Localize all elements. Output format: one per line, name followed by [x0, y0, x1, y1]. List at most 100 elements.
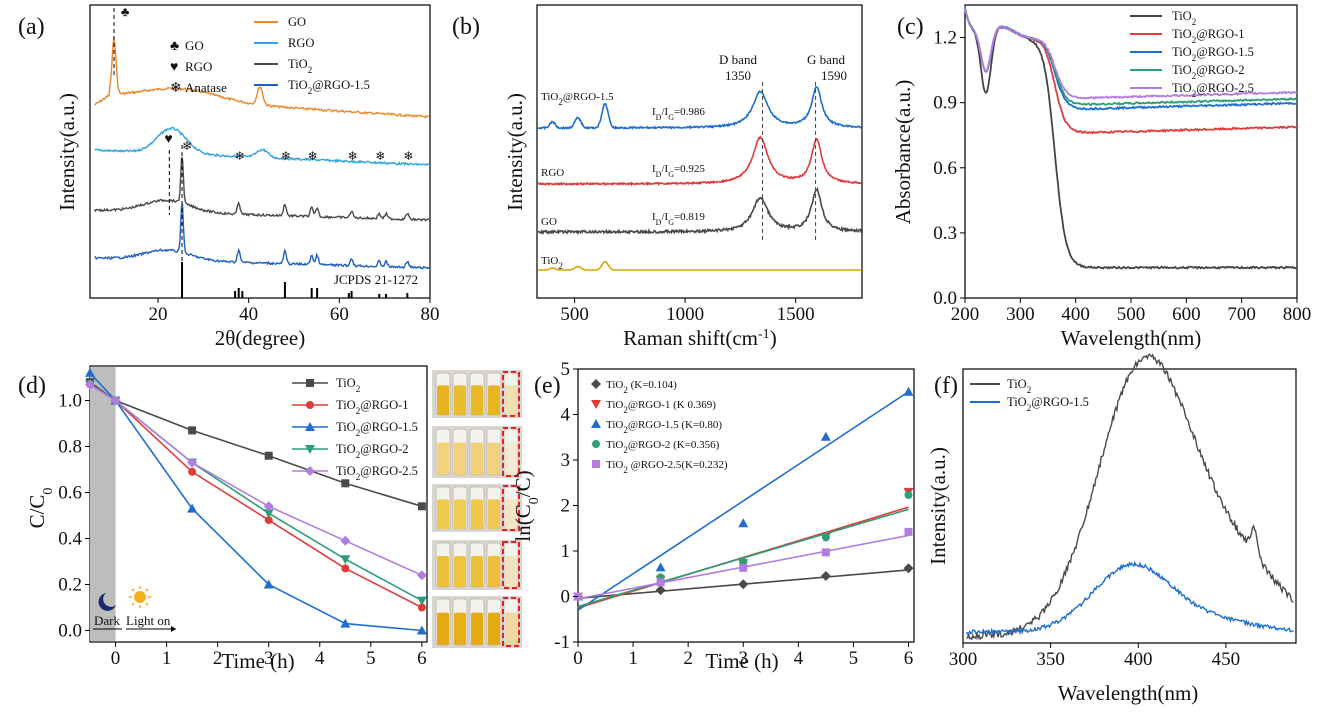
d-legend-label-sub: 2: [356, 406, 361, 416]
b-ratio-a-sub: D: [656, 170, 662, 179]
c-series-curve: [964, 7, 1298, 100]
plot-frame-f: [962, 368, 1297, 644]
e-legend-marker: [592, 460, 600, 468]
a-series-curve: [93, 156, 430, 223]
d-xtick-label: 2: [213, 648, 223, 669]
b-ratio-b-sub: G: [668, 170, 674, 179]
a-xtick-label: 40: [239, 304, 258, 325]
b-series-curve: [538, 260, 862, 271]
b-series-label-base: GO: [541, 216, 557, 228]
f-curves: [965, 353, 1294, 641]
ylabel-b: Intensity(a.u.): [503, 93, 527, 211]
e-data-point: [656, 578, 665, 587]
e-legend: TiO2 (K=0.104)TiO2@RGO-1 (K 0.369)TiO2@R…: [591, 379, 728, 475]
d-legend-label-base: TiO: [336, 442, 356, 456]
e-legend-label-base: TiO: [606, 399, 623, 411]
e-ytick-label: 0: [561, 587, 571, 608]
a-anatase-peak-icon: ❄: [403, 149, 413, 163]
b-series-label-base: TiO: [541, 91, 558, 103]
d-data-point: [417, 502, 426, 511]
c-legend-label: TiO2@RGO-1: [1172, 27, 1245, 45]
plot-frame-a: [89, 4, 431, 299]
e-data-point: [738, 579, 749, 590]
e-legend-label-base: TiO: [606, 439, 623, 451]
c-legend-label-base: TiO: [1172, 27, 1192, 41]
d-band-label: D band: [719, 52, 757, 67]
c-xtick-label: 500: [1117, 304, 1146, 325]
vial-liquid: [505, 385, 517, 416]
e-data-point: [904, 491, 913, 500]
b-series-label: TiO2@RGO-1.5: [541, 91, 614, 107]
vial-liquid: [437, 442, 449, 475]
d-legend: TiO2TiO2@RGO-1TiO2@RGO-1.5TiO2@RGO-2TiO2…: [292, 376, 418, 482]
e-ytick-label: 4: [561, 405, 571, 426]
b-ticks: 500 1000 1500: [560, 298, 815, 325]
d-series-line: [89, 383, 423, 577]
b-ratio-value: =0.819: [674, 211, 705, 223]
b-series-curve: [537, 86, 863, 131]
b-ratio-b: /I: [661, 106, 668, 118]
e-legend-label-sub: 2: [623, 465, 628, 475]
e-data-point: [655, 585, 666, 596]
e-legend-label-suffix: @RGO-1.5 (K=0.80): [628, 419, 723, 431]
d-band-pos: 1350: [725, 68, 751, 83]
e-legend-label: TiO2@RGO-2 (K=0.356): [606, 439, 720, 455]
panel-f: (f) 300 350 400 450 Wavelength(nm) Intensit…: [926, 353, 1297, 705]
b-ratio-a-sub: D: [656, 218, 662, 227]
anatase-marker-label: Anatase: [185, 80, 227, 95]
c-legend-label: TiO2@RGO-2.5: [1172, 81, 1254, 99]
d-legend-label: TiO2: [336, 376, 360, 394]
vial-liquid: [437, 612, 449, 645]
vial-liquid: [454, 385, 466, 416]
d-legend-label-suffix: @RGO-1.5: [360, 420, 418, 434]
a-go-peak-icon: ♣: [121, 4, 130, 19]
c-xtick-label: 200: [951, 304, 980, 325]
f-series-curve: [965, 560, 1294, 636]
e-fit-line: [577, 508, 909, 608]
a-marker-legend: ♣ GO ♥ RGO ❄ Anatase: [170, 38, 227, 96]
b-ratio-b: /I: [661, 211, 668, 223]
b-series-curve: [538, 135, 863, 187]
vial-liquid: [505, 442, 517, 475]
vial-liquid: [488, 385, 500, 416]
d-data-point: [263, 509, 274, 519]
e-data-point: [820, 571, 831, 582]
vial-liquid: [471, 499, 483, 530]
d-data-point: [416, 596, 427, 606]
e-xtick-label: 2: [683, 648, 693, 669]
e-ytick-label: 1: [561, 541, 571, 562]
panel-label-c: (c): [897, 14, 924, 40]
b-ratio-a: I: [652, 211, 656, 223]
c-legend-label-base: TiO: [1172, 63, 1192, 77]
e-data-point: [904, 527, 913, 536]
d-legend-label: TiO2@RGO-1.5: [336, 420, 418, 438]
d-legend-label-suffix: @RGO-1: [360, 398, 408, 412]
e-xtick-label: 1: [628, 648, 638, 669]
c-xtick-label: 800: [1283, 304, 1312, 325]
e-xtick-label: 4: [794, 648, 804, 669]
a-legend-label: TiO2@RGO-1.5: [288, 78, 370, 96]
ylabel-f: Intensity(a.u.): [926, 447, 950, 565]
e-legend-label-suffix: @RGO-2.5(K=0.232): [628, 459, 728, 471]
vial-highlight-box: [502, 597, 520, 647]
c-ytick-label: 1.2: [933, 28, 957, 49]
e-fit-line: [577, 391, 909, 611]
b-series-curve: [537, 186, 863, 236]
e-data-point: [655, 562, 666, 572]
b-ratio-value: =0.986: [674, 106, 705, 118]
d-legend-label-base: TiO: [336, 376, 356, 390]
d-xtick-label: 3: [264, 648, 274, 669]
d-data-point: [416, 625, 427, 635]
e-xtick-label: 6: [904, 648, 914, 669]
d-data-point: [85, 367, 95, 377]
f-legend-label: TiO2@RGO-1.5: [1007, 395, 1089, 413]
a-legend-label-base: RGO: [288, 36, 314, 50]
d-data-point: [188, 467, 197, 476]
vial-liquid: [488, 556, 500, 587]
c-xtick-label: 400: [1061, 304, 1090, 325]
c-legend-label-base: TiO: [1172, 45, 1192, 59]
d-curves: [85, 367, 427, 635]
